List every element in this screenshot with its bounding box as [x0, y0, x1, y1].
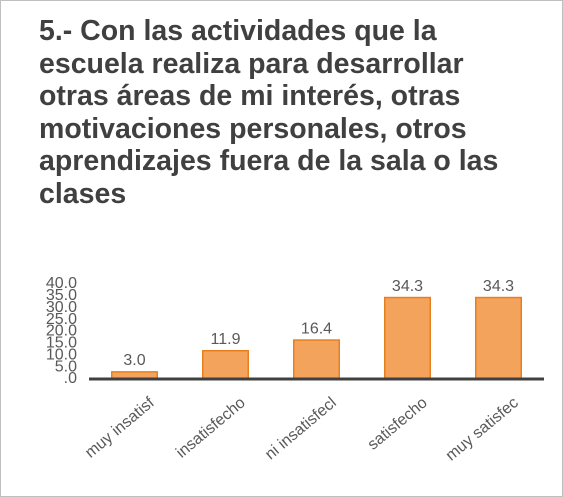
bar — [202, 349, 249, 380]
bar — [293, 339, 340, 380]
y-tick-label: 40.0 — [46, 275, 77, 292]
chart-title: 5.- Con las actividades que la escuela r… — [39, 15, 499, 210]
y-tick-label: 5.0 — [55, 358, 77, 375]
y-tick-label: 15.0 — [46, 335, 77, 352]
y-tick-label: 25.0 — [46, 311, 77, 328]
x-tick-label: muy satisfec — [443, 394, 522, 464]
value-label: 34.3 — [483, 278, 514, 295]
x-tick-label: satisfecho — [365, 394, 431, 453]
y-tick-label: 20.0 — [46, 323, 77, 340]
x-tick-label: insatisfecho — [173, 394, 249, 461]
x-tick-label: ni insatisfecl — [262, 394, 340, 463]
value-label: 16.4 — [301, 320, 332, 337]
y-tick-label: .0 — [64, 370, 77, 387]
value-label: 11.9 — [211, 331, 241, 348]
bar — [475, 296, 522, 380]
y-tick-label: 30.0 — [46, 299, 77, 316]
value-label: 34.3 — [392, 278, 423, 295]
y-tick-label: 35.0 — [46, 287, 77, 304]
y-tick-label: 10.0 — [46, 346, 77, 363]
value-label: 3.0 — [123, 352, 145, 369]
x-tick-label: muy insatisf — [82, 394, 158, 462]
bar — [384, 296, 431, 380]
